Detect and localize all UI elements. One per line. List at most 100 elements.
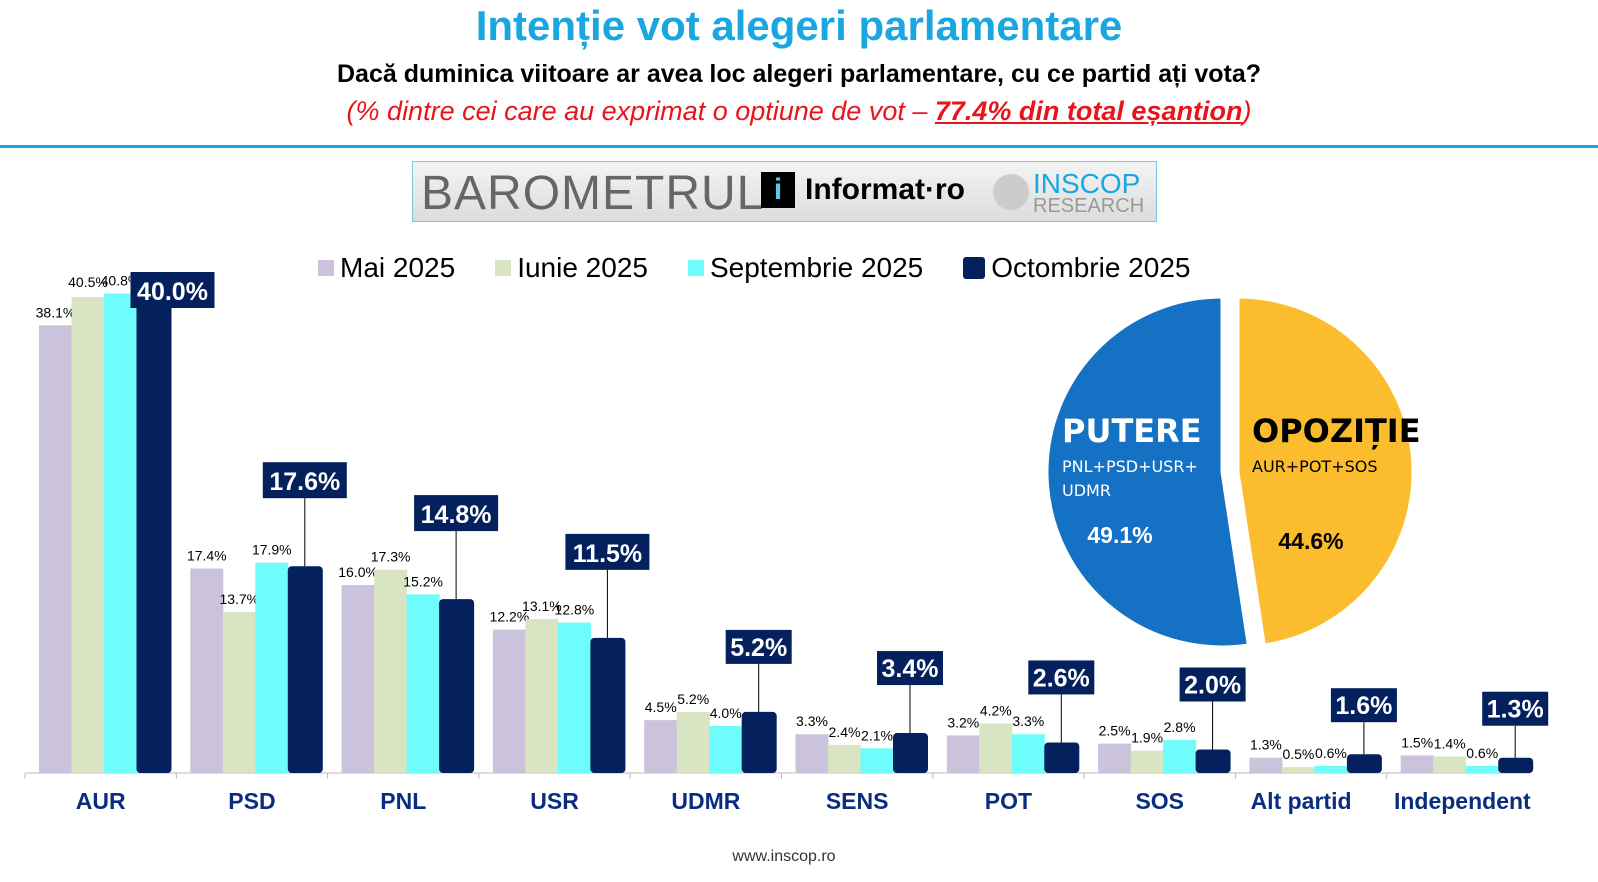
data-label: 2.5% [1099,723,1131,739]
data-label: 17.4% [187,548,227,564]
data-label: 5.2% [677,691,709,707]
research-text: RESEARCH [1033,195,1145,217]
data-label-highlight: 3.4% [882,655,939,683]
data-label-highlight: 2.6% [1033,664,1090,692]
data-label: 17.9% [252,542,292,558]
inscop-circle-icon [993,174,1029,210]
sample-note: (% dintre cei care au exprimat o optiune… [0,96,1598,127]
pie-slice-value: 49.1% [1087,522,1152,548]
legend-item: Septembrie 2025 [687,252,924,284]
data-label: 1.5% [1401,734,1433,750]
bar [676,711,710,773]
data-label-highlight: 5.2% [730,634,787,662]
data-label: 2.8% [1164,719,1196,735]
data-label-highlight: 11.5% [573,540,643,568]
data-label: 0.5% [1282,746,1314,762]
informat-i-icon: i [761,172,795,208]
legend-label: Mai 2025 [340,252,456,283]
bar [71,297,105,773]
data-label-box [1330,688,1397,723]
data-label: 1.3% [1250,737,1282,753]
data-label-highlight: 40.0% [137,278,208,306]
bar [190,568,224,773]
note-suffix: ) [1242,96,1252,126]
data-label-highlight: 17.6% [269,468,340,496]
note-highlight: 77.4% din total eșantion [934,96,1243,126]
legend-label: Septembrie 2025 [709,252,924,283]
data-label: 16.0% [338,564,378,580]
bar [709,726,743,773]
bar [1314,765,1348,773]
legend-label: Iunie 2025 [517,252,648,283]
x-tick-label: SENS [826,788,889,814]
bar [893,733,928,773]
data-label: 3.3% [796,713,828,729]
data-label-highlight: 14.8% [421,501,492,529]
data-label: 38.1% [36,304,76,320]
bar [1400,755,1434,773]
bar [1249,757,1283,773]
barometrul-logo: BAROMETRUL [421,167,765,220]
x-tick-label: PNL [380,788,426,814]
bar [1163,740,1197,773]
data-label: 40.5% [68,274,108,290]
data-label-box [1028,660,1095,695]
legend-swatch [318,260,334,276]
bar [1044,742,1080,773]
bar [1011,734,1045,773]
bar [1281,767,1315,773]
data-label: 0.6% [1315,745,1347,761]
bar [979,723,1013,773]
pie-slice-sublabel: UDMR [1062,481,1111,500]
data-label: 15.2% [403,573,443,589]
bar [1346,754,1382,773]
legend-item: Octombrie 2025 [963,252,1190,284]
bar [741,711,777,773]
data-label-box [262,462,347,499]
x-tick-label: SOS [1135,788,1184,814]
bar [1465,765,1499,773]
informat-logo: i Informat·ro [761,172,965,208]
legend-swatch [495,260,512,276]
bar [341,585,375,773]
bar [860,748,894,773]
bar [255,562,289,773]
bar [39,325,72,773]
data-label-box [877,651,943,686]
pie-slice-sublabel: PNL+PSD+USR+ [1062,457,1198,476]
chart-subtitle: Dacă duminica viitoare ar avea loc alege… [337,60,1261,88]
data-label: 12.2% [490,609,530,625]
bar [492,629,526,773]
legend-label: Octombrie 2025 [991,252,1191,283]
note-prefix: (% dintre cei care au exprimat o optiune… [346,96,935,126]
pie-slice-sublabel: AUR+POT+SOS [1252,457,1378,476]
bar [222,612,256,773]
data-label: 4.2% [980,703,1012,719]
bar [557,622,591,773]
bar [136,303,172,773]
x-tick-label: USR [530,788,579,814]
x-tick-label: PSD [228,788,275,814]
pie-slice-label: PUTERE [1062,412,1202,450]
bar [1498,757,1534,773]
data-label: 1.9% [1131,730,1163,746]
bar [644,720,678,773]
data-label: 1.4% [1434,736,1466,752]
legend-item: Iunie 2025 [495,252,648,284]
data-label: 3.2% [947,714,979,730]
x-tick-label: Independent [1394,788,1531,814]
data-label-highlight: 2.0% [1184,672,1241,700]
sponsor-banner: BAROMETRUL i Informat·ro INSCOP RESEARCH [412,161,1157,222]
bar [374,569,408,773]
bar [1433,756,1467,773]
footer-url: www.inscop.ro [732,848,836,865]
pie-slice [1236,295,1415,647]
chart-title: Intenție vot alegeri parlamentare [475,2,1123,49]
legend-swatch [963,257,986,279]
data-label: 3.3% [1012,713,1044,729]
bar [104,293,137,773]
data-label: 2.4% [829,724,861,740]
bar [287,566,323,773]
